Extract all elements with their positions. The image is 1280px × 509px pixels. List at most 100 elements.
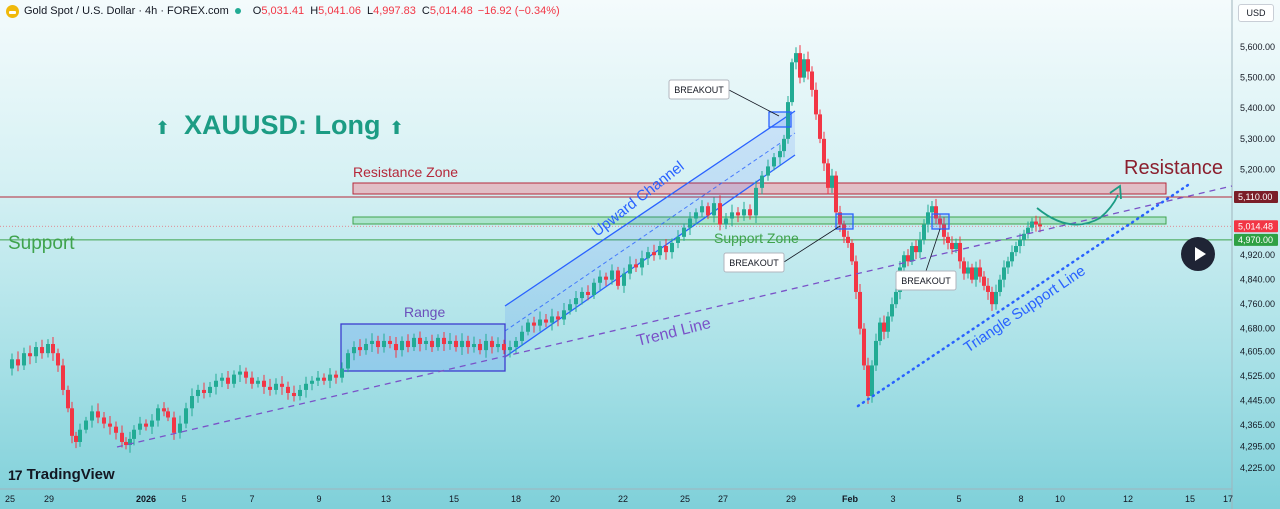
candle[interactable] <box>842 224 846 237</box>
candle[interactable] <box>1010 252 1014 262</box>
candle[interactable] <box>772 157 776 167</box>
candle[interactable] <box>990 291 994 305</box>
candle[interactable] <box>926 212 930 225</box>
candle[interactable] <box>532 322 536 326</box>
candle[interactable] <box>478 343 482 351</box>
candle[interactable] <box>906 255 910 262</box>
candle[interactable] <box>994 291 998 305</box>
candle[interactable] <box>412 337 416 348</box>
candle[interactable] <box>166 411 170 418</box>
candle[interactable] <box>640 258 644 268</box>
candle[interactable] <box>646 252 650 259</box>
candle[interactable] <box>562 310 566 320</box>
candle[interactable] <box>78 429 82 442</box>
candle[interactable] <box>998 279 1002 292</box>
candle[interactable] <box>128 438 132 446</box>
candle[interactable] <box>652 252 656 256</box>
candle[interactable] <box>1002 267 1006 280</box>
candle[interactable] <box>84 420 88 430</box>
candle[interactable] <box>822 138 826 164</box>
tradingview-logo[interactable]: 17 TradingView <box>8 466 115 483</box>
candle[interactable] <box>544 319 548 323</box>
candle[interactable] <box>724 218 728 225</box>
candle[interactable] <box>914 246 918 253</box>
candle[interactable] <box>124 441 128 446</box>
candle[interactable] <box>664 246 668 253</box>
candle[interactable] <box>202 389 206 393</box>
candle[interactable] <box>484 340 488 351</box>
candle[interactable] <box>942 224 946 237</box>
candle[interactable] <box>132 429 136 439</box>
candle[interactable] <box>244 371 248 378</box>
candle[interactable] <box>782 138 786 152</box>
candle[interactable] <box>766 166 770 176</box>
candle[interactable] <box>358 347 362 351</box>
candle[interactable] <box>502 343 506 351</box>
candle[interactable] <box>950 242 954 250</box>
candle[interactable] <box>28 353 32 357</box>
candle[interactable] <box>156 408 160 421</box>
candle[interactable] <box>838 212 842 225</box>
candle[interactable] <box>858 291 862 329</box>
candle[interactable] <box>966 267 970 274</box>
candle[interactable] <box>754 187 758 216</box>
candle[interactable] <box>16 359 20 366</box>
candle[interactable] <box>778 151 782 158</box>
candle[interactable] <box>592 282 596 296</box>
candle[interactable] <box>790 62 794 103</box>
candle[interactable] <box>1022 233 1026 240</box>
candle[interactable] <box>22 353 26 366</box>
candle[interactable] <box>114 426 118 433</box>
candle[interactable] <box>70 408 74 436</box>
candle[interactable] <box>334 374 338 378</box>
candle[interactable] <box>826 163 830 188</box>
candle[interactable] <box>930 206 934 213</box>
candle[interactable] <box>424 340 428 344</box>
candle[interactable] <box>866 365 870 397</box>
candle[interactable] <box>810 71 814 90</box>
candle[interactable] <box>280 383 284 387</box>
candle[interactable] <box>172 417 176 433</box>
candle[interactable] <box>886 316 890 332</box>
candle[interactable] <box>814 89 818 115</box>
candle[interactable] <box>436 337 440 348</box>
candle[interactable] <box>120 432 124 442</box>
candle[interactable] <box>878 322 882 341</box>
candle[interactable] <box>682 227 686 237</box>
candle[interactable] <box>150 420 154 427</box>
candle[interactable] <box>1018 239 1022 247</box>
candle[interactable] <box>978 267 982 277</box>
candle[interactable] <box>382 340 386 348</box>
candle[interactable] <box>760 175 764 188</box>
candle[interactable] <box>830 175 834 188</box>
candle[interactable] <box>232 374 236 384</box>
candle[interactable] <box>352 347 356 354</box>
candle[interactable] <box>508 347 512 351</box>
candle[interactable] <box>454 340 458 348</box>
candle[interactable] <box>986 285 990 292</box>
candle[interactable] <box>870 365 874 397</box>
candle[interactable] <box>138 423 142 430</box>
candle[interactable] <box>850 242 854 262</box>
candle[interactable] <box>400 340 404 351</box>
candle[interactable] <box>718 203 722 225</box>
candle[interactable] <box>954 242 958 250</box>
candle[interactable] <box>694 212 698 219</box>
candle[interactable] <box>316 377 320 381</box>
candle[interactable] <box>604 276 608 280</box>
candle[interactable] <box>34 347 38 357</box>
candle[interactable] <box>46 343 50 354</box>
candle[interactable] <box>90 411 94 421</box>
candle[interactable] <box>902 255 906 268</box>
candle[interactable] <box>340 368 344 378</box>
candle[interactable] <box>974 267 978 280</box>
candle[interactable] <box>616 270 620 286</box>
candle[interactable] <box>580 291 584 299</box>
candle[interactable] <box>74 435 78 442</box>
candle[interactable] <box>1038 224 1042 227</box>
candle[interactable] <box>688 218 692 228</box>
candle[interactable] <box>102 417 106 424</box>
candle[interactable] <box>802 59 806 78</box>
candle[interactable] <box>970 267 974 280</box>
candle[interactable] <box>736 212 740 216</box>
